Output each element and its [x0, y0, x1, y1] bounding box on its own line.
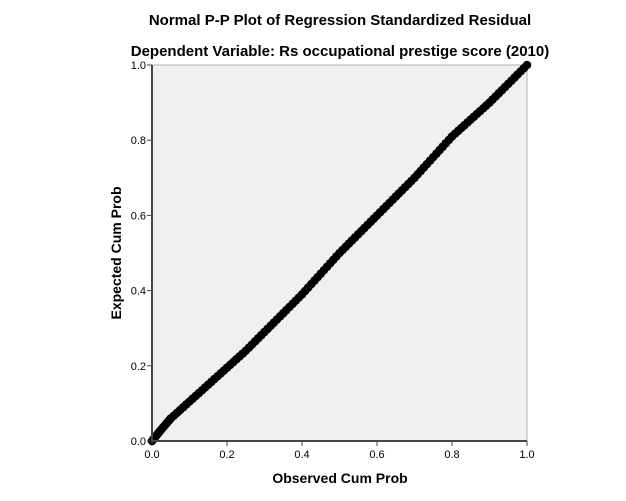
- x-tick-label: 0.2: [219, 449, 234, 461]
- chart-title: Normal P-P Plot of Regression Standardiz…: [148, 12, 532, 29]
- x-tick-label: 0.4: [294, 449, 309, 461]
- x-tick-label: 0.8: [444, 449, 459, 461]
- data-point: [522, 60, 532, 70]
- x-tick-label: 1.0: [519, 449, 534, 461]
- y-axis-title: Expected Cum Prob: [108, 186, 124, 320]
- y-tick-label: 0.6: [131, 210, 146, 222]
- x-tick-label: 0.0: [144, 449, 159, 461]
- y-tick-label: 0.0: [131, 436, 146, 448]
- y-tick-label: 1.0: [131, 60, 146, 72]
- x-tick-label: 0.6: [369, 449, 384, 461]
- y-tick-label: 0.2: [131, 361, 146, 373]
- x-axis-title: Observed Cum Prob: [272, 470, 408, 486]
- y-tick-label: 0.4: [131, 286, 146, 298]
- chart-subtitle: Dependent Variable: Rs occupational pres…: [130, 43, 550, 60]
- y-tick-label: 0.8: [131, 135, 146, 147]
